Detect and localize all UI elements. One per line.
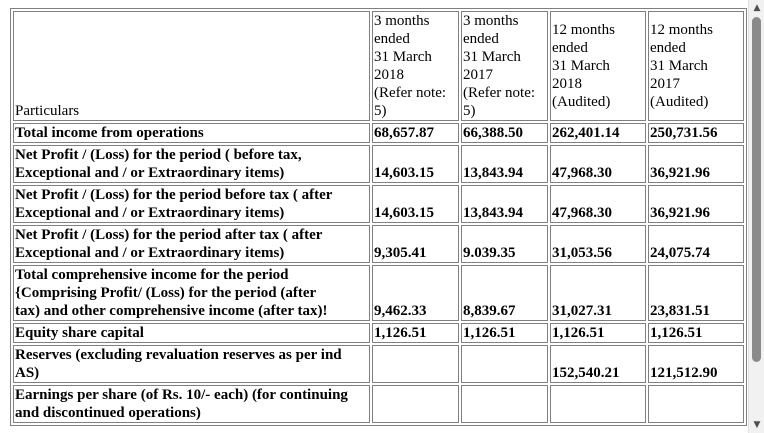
triangle-down-icon[interactable]: ▼ — [753, 420, 761, 430]
cell-value — [461, 385, 548, 423]
cell-value: 1,126.51 — [648, 323, 744, 343]
cell-value: 47,968.30 — [550, 145, 646, 183]
row-label: Earnings per share (of Rs. 10/- each) (f… — [13, 385, 370, 423]
cell-value: 1,126.51 — [372, 323, 459, 343]
cell-value: 68,657.87 — [372, 123, 459, 143]
table-row: Reserves (excluding revaluation reserves… — [13, 345, 744, 383]
cell-value: 14,603.15 — [372, 145, 459, 183]
table-row: Total comprehensive income for the perio… — [13, 265, 744, 321]
cell-value: 36,921.96 — [648, 185, 744, 223]
table-row: Equity share capital 1,126.51 1,126.51 1… — [13, 323, 744, 343]
cell-value: 121,512.90 — [648, 345, 744, 383]
table-row: Total income from operations 68,657.87 6… — [13, 123, 744, 143]
cell-value: 47,968.30 — [550, 185, 646, 223]
cell-value: 36,921.96 — [648, 145, 744, 183]
col-header-12m-2018: 12 months ended 31 March 2018 (Audited) — [550, 11, 646, 121]
cell-value: 262,401.14 — [550, 123, 646, 143]
cell-value: 1,126.51 — [461, 323, 548, 343]
cell-value: 13,843.94 — [461, 185, 548, 223]
cell-value: 8,839.67 — [461, 265, 548, 321]
row-label: Reserves (excluding revaluation reserves… — [13, 345, 370, 383]
cell-value: 24,075.74 — [648, 225, 744, 263]
cell-value — [372, 385, 459, 423]
cell-value: 13,843.94 — [461, 145, 548, 183]
row-label: Net Profit / (Loss) for the period ( bef… — [13, 145, 370, 183]
cell-value — [550, 385, 646, 423]
row-label: Total income from operations — [13, 123, 370, 143]
cell-value: 14,603.15 — [372, 185, 459, 223]
table-row: Net Profit / (Loss) for the period ( bef… — [13, 145, 744, 183]
vertical-scrollbar[interactable]: ▲ ▼ — [748, 0, 764, 433]
row-label: Net Profit / (Loss) for the period befor… — [13, 185, 370, 223]
header-row: Particulars 3 months ended 31 March 2018 (Re… — [13, 11, 744, 121]
table-row: Net Profit / (Loss) for the period befor… — [13, 185, 744, 223]
col-header-12m-2017: 12 months ended 31 March 2017 (Audited) — [648, 11, 744, 121]
table-row: Earnings per share (of Rs. 10/- each) (f… — [13, 385, 744, 423]
financial-results-table: Particulars 3 months ended 31 March 2018 (Re… — [10, 8, 747, 426]
cell-value: 9,305.41 — [372, 225, 459, 263]
cell-value: 250,731.56 — [648, 123, 744, 143]
cell-value: 152,540.21 — [550, 345, 646, 383]
particulars-header: Particulars — [13, 11, 370, 121]
cell-value: 9,462.33 — [372, 265, 459, 321]
triangle-up-icon[interactable]: ▲ — [753, 3, 761, 13]
col-header-3m-2018: 3 months ended 31 March 2018 (Refer note: 5) — [372, 11, 459, 121]
cell-value — [648, 385, 744, 423]
document-viewport: Particulars 3 months ended 31 March 2018 (Re… — [10, 8, 747, 426]
row-label: Total comprehensive income for the perio… — [13, 265, 370, 321]
col-header-3m-2017: 3 months ended 31 March 2017 (Refer note: 5) — [461, 11, 548, 121]
cell-value: 31,027.31 — [550, 265, 646, 321]
scrollbar-thumb[interactable] — [752, 17, 761, 362]
cell-value — [461, 345, 548, 383]
cell-value: 23,831.51 — [648, 265, 744, 321]
row-label: Net Profit / (Loss) for the period after… — [13, 225, 370, 263]
cell-value — [372, 345, 459, 383]
cell-value: 1,126.51 — [550, 323, 646, 343]
row-label: Equity share capital — [13, 323, 370, 343]
cell-value: 9.039.35 — [461, 225, 548, 263]
cell-value: 31,053.56 — [550, 225, 646, 263]
cell-value: 66,388.50 — [461, 123, 548, 143]
table-row: Net Profit / (Loss) for the period after… — [13, 225, 744, 263]
